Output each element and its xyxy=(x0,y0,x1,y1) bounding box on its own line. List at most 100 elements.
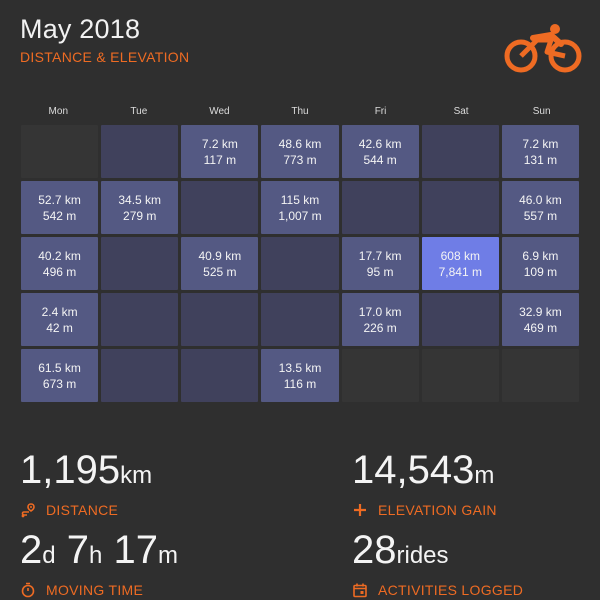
header: May 2018 DISTANCE & ELEVATION xyxy=(20,14,189,65)
route-pin-icon xyxy=(21,503,35,518)
calendar-day-cell[interactable]: 40.2 km 496 m xyxy=(21,237,99,290)
cell-distance: 17.0 km xyxy=(358,304,402,319)
distance-value: 1,195 xyxy=(20,448,121,492)
stopwatch-icon xyxy=(21,582,35,598)
cell-elevation: 773 m xyxy=(283,152,317,167)
stat-activities: 28rides ACTIVITIES LOGGED xyxy=(352,530,523,598)
stat-distance: 1,195km DISTANCE xyxy=(20,450,152,518)
weekday-wed: Wed xyxy=(209,106,230,117)
cell-elevation: 496 m xyxy=(42,264,77,279)
calendar-day-cell[interactable] xyxy=(101,125,179,178)
cell-elevation: 7,841 m xyxy=(438,264,482,279)
calendar-day-cell[interactable]: 40.9 km 525 m xyxy=(181,237,259,290)
calendar-day-cell[interactable] xyxy=(101,237,179,290)
moving-time-minutes-unit: m xyxy=(157,542,178,569)
calendar-day-cell[interactable]: 7.2 km 117 m xyxy=(181,125,259,178)
cell-distance: 7.2 km xyxy=(201,136,238,151)
cell-distance: 48.6 km xyxy=(278,136,322,151)
activities-value-line: 28rides xyxy=(352,530,523,576)
calendar-day-cell[interactable]: 42.6 km 544 m xyxy=(341,125,419,178)
cell-distance: 40.2 km xyxy=(38,248,81,263)
calendar-day-cell[interactable]: 115 km 1,007 m xyxy=(261,181,339,234)
calendar-day-cell[interactable]: 13.5 km 116 m xyxy=(261,349,339,402)
weekday-header: Mon Tue Wed Thu Fri Sat Sun xyxy=(18,106,582,117)
cell-distance: 42.6 km xyxy=(358,136,402,151)
distance-value-line: 1,195km xyxy=(20,450,152,496)
cell-elevation: 279 m xyxy=(123,208,157,223)
elevation-value-line: 14,543m xyxy=(352,450,497,496)
calendar-day-cell[interactable] xyxy=(181,349,259,402)
moving-time-minutes: 17 xyxy=(113,528,158,572)
weekday-sat: Sat xyxy=(453,106,469,117)
calendar-day-cell[interactable] xyxy=(181,181,259,234)
calendar-day-cell[interactable]: 608 km 7,841 m xyxy=(421,237,499,290)
calendar-day-cell[interactable] xyxy=(101,293,179,346)
cell-elevation: 673 m xyxy=(42,376,77,391)
distance-label: DISTANCE xyxy=(46,502,119,518)
elevation-label: ELEVATION GAIN xyxy=(378,502,497,518)
activities-value: 28 xyxy=(352,528,397,572)
calendar-day-cell[interactable] xyxy=(261,293,339,346)
activities-unit: rides xyxy=(396,542,449,569)
calendar-cell-empty xyxy=(501,349,579,402)
elevation-unit: m xyxy=(474,462,495,489)
calendar-day-cell[interactable] xyxy=(261,237,339,290)
calendar-day-cell[interactable]: 48.6 km 773 m xyxy=(261,125,339,178)
cell-distance: 46.0 km xyxy=(519,192,562,207)
calendar-day-cell[interactable] xyxy=(421,181,499,234)
calendar-day-cell[interactable] xyxy=(181,293,259,346)
cell-distance: 61.5 km xyxy=(38,360,81,375)
cell-distance: 52.7 km xyxy=(38,192,81,207)
weekday-fri: Fri xyxy=(374,106,387,117)
weekday-tue: Tue xyxy=(130,106,148,117)
moving-time-label: MOVING TIME xyxy=(46,582,144,598)
calendar-day-cell[interactable]: 6.9 km 109 m xyxy=(501,237,579,290)
calendar-day-cell[interactable]: 7.2 km 131 m xyxy=(501,125,579,178)
calendar-icon xyxy=(353,583,367,598)
calendar-day-cell[interactable]: 2.4 km 42 m xyxy=(21,293,99,346)
cell-distance: 17.7 km xyxy=(358,248,402,263)
calendar-day-cell[interactable] xyxy=(421,125,499,178)
cell-elevation: 542 m xyxy=(42,208,77,223)
cell-elevation: 116 m xyxy=(283,376,317,391)
calendar-day-cell[interactable]: 34.5 km 279 m xyxy=(101,181,179,234)
calendar-day-cell[interactable]: 52.7 km 542 m xyxy=(21,181,99,234)
cyclist-icon xyxy=(504,24,582,73)
cell-distance: 2.4 km xyxy=(41,304,78,319)
cell-elevation: 226 m xyxy=(363,320,397,335)
moving-time-days-unit: d xyxy=(42,542,56,569)
cell-distance: 115 km xyxy=(280,192,320,207)
elevation-value: 14,543 xyxy=(352,448,475,492)
calendar-day-cell[interactable] xyxy=(421,293,499,346)
cell-elevation: 131 m xyxy=(523,152,558,167)
calendar-day-cell[interactable]: 17.7 km 95 m xyxy=(341,237,419,290)
plus-icon xyxy=(354,504,366,516)
calendar-day-cell[interactable]: 17.0 km 226 m xyxy=(341,293,419,346)
moving-time-days: 2 xyxy=(20,528,43,572)
stat-moving-time: 2d 7h 17m MOVING TIME xyxy=(20,530,178,598)
weekday-sun: Sun xyxy=(532,106,551,117)
calendar-day-cell[interactable] xyxy=(101,349,179,402)
cell-elevation: 117 m xyxy=(203,152,237,167)
cell-distance: 13.5 km xyxy=(278,360,322,375)
elevation-label-row: ELEVATION GAIN xyxy=(352,502,497,518)
page-title: May 2018 xyxy=(20,14,141,44)
cell-elevation: 1,007 m xyxy=(278,208,322,223)
moving-time-label-row: MOVING TIME xyxy=(20,582,178,598)
cell-distance: 608 km xyxy=(440,248,480,263)
cell-elevation: 95 m xyxy=(366,264,394,279)
calendar-day-cell[interactable]: 61.5 km 673 m xyxy=(21,349,99,402)
distance-label-row: DISTANCE xyxy=(20,502,152,518)
calendar-day-cell[interactable]: 32.9 km 469 m xyxy=(501,293,579,346)
cell-distance: 7.2 km xyxy=(522,136,559,151)
calendar-grid: 7.2 km 117 m 48.6 km 773 m 42.6 km 544 m 7.2 k… xyxy=(18,122,582,405)
cell-distance: 32.9 km xyxy=(519,304,562,319)
cell-distance: 40.9 km xyxy=(198,248,242,263)
cell-elevation: 42 m xyxy=(46,320,73,335)
moving-time-hours-unit: h xyxy=(88,542,103,569)
cell-elevation: 469 m xyxy=(523,320,558,335)
weekday-thu: Thu xyxy=(291,106,309,117)
calendar-day-cell[interactable]: 46.0 km 557 m xyxy=(501,181,579,234)
calendar-day-cell[interactable] xyxy=(341,181,419,234)
cell-elevation: 557 m xyxy=(523,208,558,223)
